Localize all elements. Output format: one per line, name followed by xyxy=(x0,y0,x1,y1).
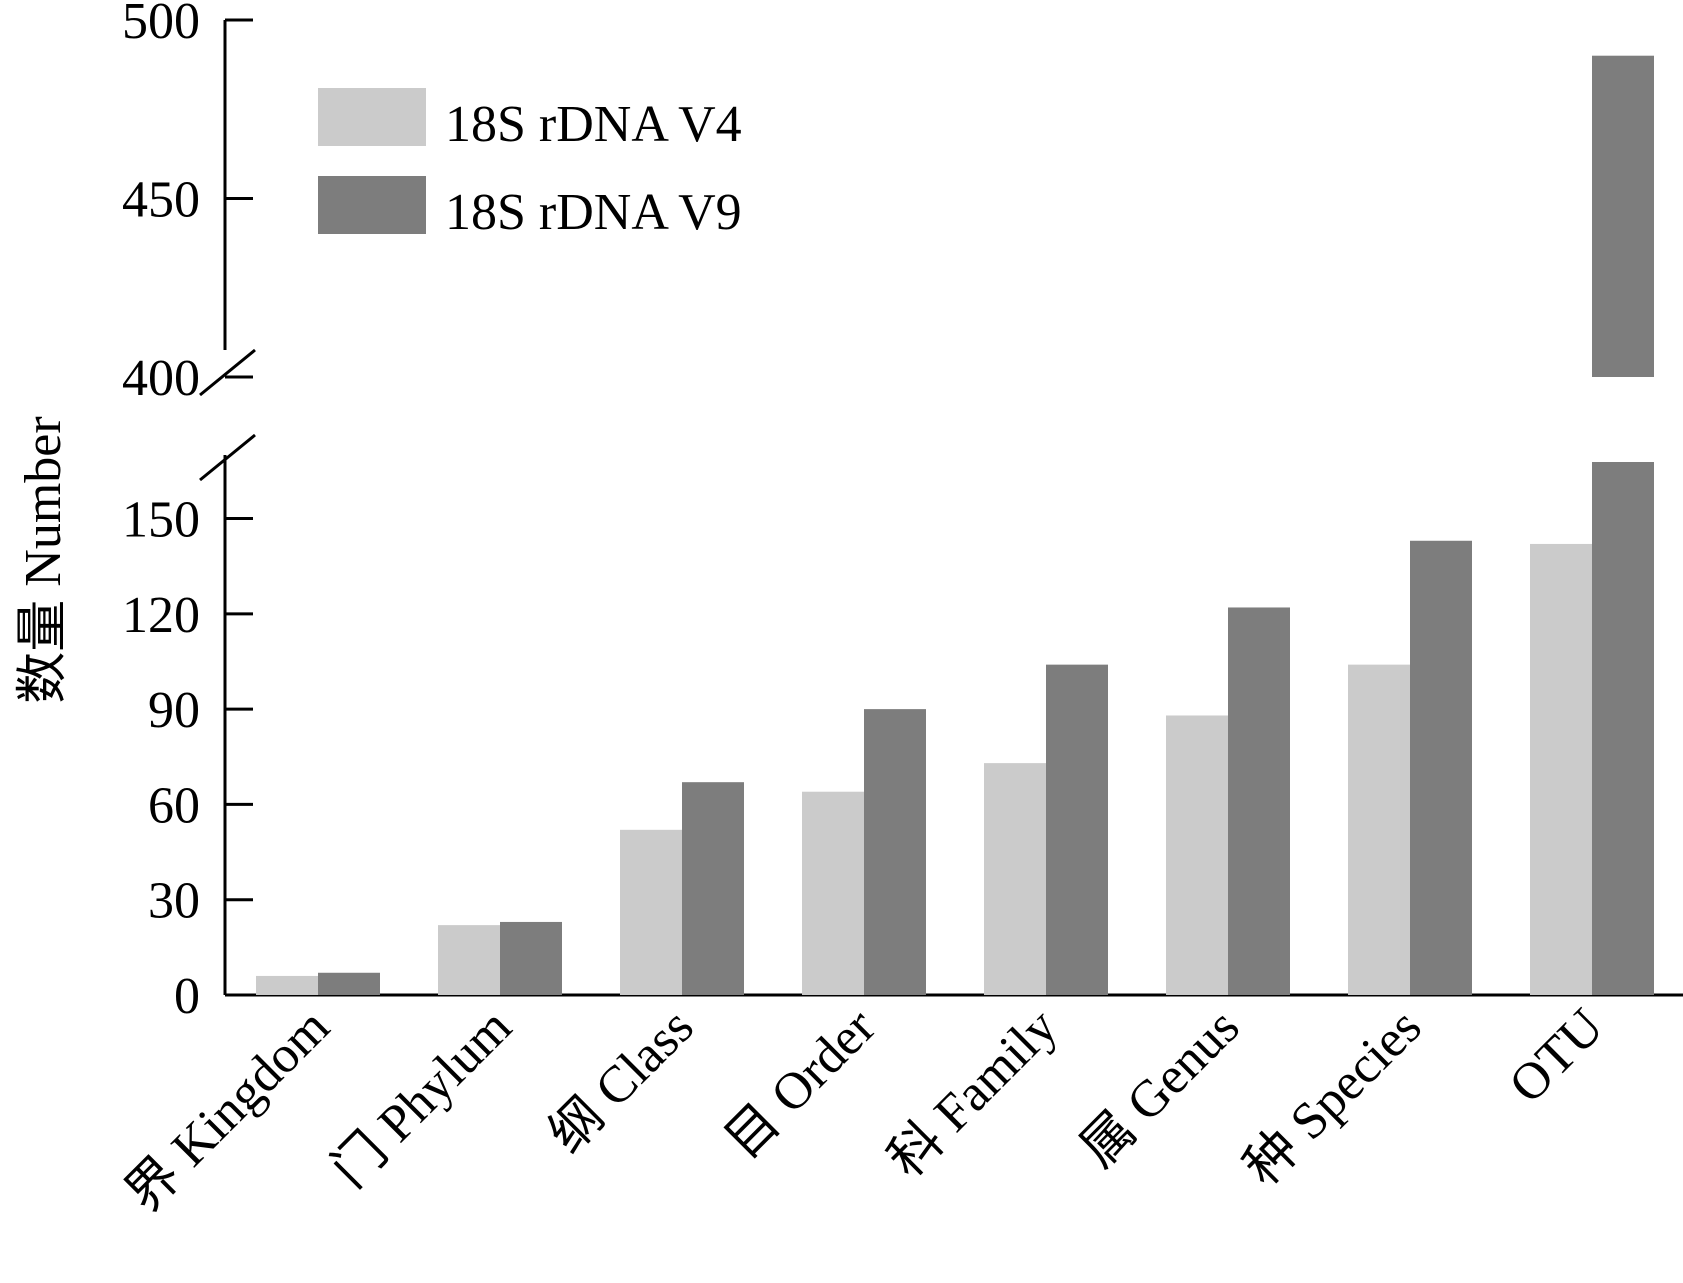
category-label-1: 门 Phylum xyxy=(322,998,523,1199)
bars xyxy=(256,55,1654,995)
bar-v4-5 xyxy=(1166,715,1228,995)
category-label-0: 界 Kingdom xyxy=(115,998,340,1223)
bar-v4-6 xyxy=(1348,664,1410,995)
bar-v9-5 xyxy=(1228,607,1290,995)
bar-v4-0 xyxy=(256,975,318,995)
y-ticks: 0 30 60 90 120 150 400 450 500 xyxy=(122,0,253,1025)
y-tick-label-upper-400: 400 xyxy=(122,350,200,407)
bar-v4-1 xyxy=(438,925,500,995)
bar-v9-7-lower xyxy=(1592,462,1654,995)
bar-v9-7-upper xyxy=(1592,55,1654,377)
category-label-4: 科 Family xyxy=(878,998,1068,1188)
bar-v9-1 xyxy=(500,921,562,995)
y-tick-label-upper-450: 450 xyxy=(122,172,200,229)
bar-v4-2 xyxy=(620,829,682,995)
y-tick-label-lower-90: 90 xyxy=(148,682,200,739)
bar-v9-0 xyxy=(318,972,380,995)
category-label-7: OTU xyxy=(1499,998,1615,1114)
y-axis-title: 数量 Number xyxy=(15,416,72,703)
axis-break-mark-bottom xyxy=(199,433,256,482)
y-tick-label-lower-30: 30 xyxy=(148,873,200,930)
bar-v9-4 xyxy=(1046,664,1108,995)
bar-v9-6 xyxy=(1410,540,1472,995)
legend-label-v4: 18S rDNA V4 xyxy=(445,96,742,153)
bar-v4-7 xyxy=(1530,543,1592,995)
category-label-6: 种 Species xyxy=(1234,998,1433,1197)
y-tick-label-lower-0: 0 xyxy=(174,968,200,1025)
y-tick-label-lower-60: 60 xyxy=(148,777,200,834)
bar-v9-3 xyxy=(864,709,926,995)
y-tick-label-lower-150: 150 xyxy=(122,492,200,549)
bar-v4-3 xyxy=(802,791,864,995)
y-tick-label-lower-120: 120 xyxy=(122,587,200,644)
category-label-5: 属 Genus xyxy=(1070,998,1250,1178)
axis-break-mark-top xyxy=(199,348,256,397)
category-label-3: 目 Order xyxy=(714,998,886,1170)
legend-swatch-v4 xyxy=(318,88,426,146)
bar-v4-4 xyxy=(984,763,1046,995)
legend: 18S rDNA V4 18S rDNA V9 xyxy=(318,88,742,241)
category-label-2: 纲 Class xyxy=(539,998,705,1164)
bar-v9-2 xyxy=(682,782,744,995)
legend-label-v9: 18S rDNA V9 xyxy=(445,184,742,241)
y-tick-label-upper-500: 500 xyxy=(122,0,200,50)
legend-swatch-v9 xyxy=(318,176,426,234)
